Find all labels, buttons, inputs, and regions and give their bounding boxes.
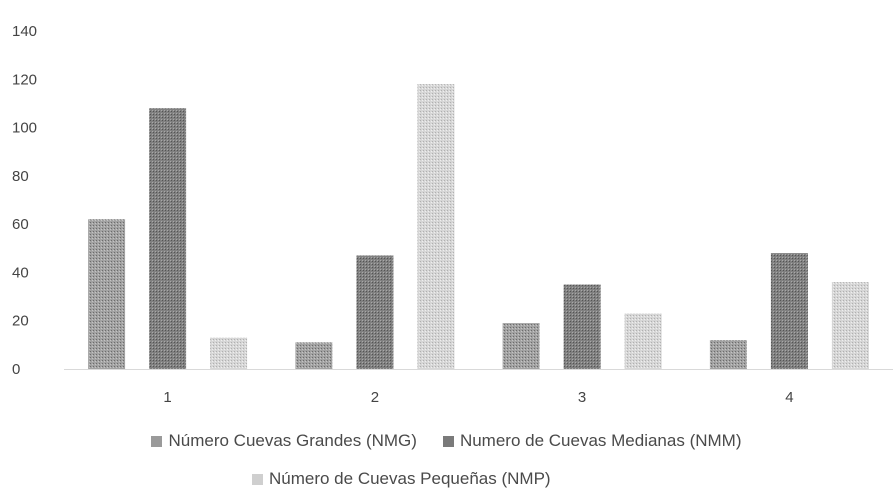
x-tick-label: 1 [163,389,171,406]
y-tick-label: 0 [12,361,20,378]
legend-swatch-nmg [151,435,163,447]
legend-label-nmm: Numero de Cuevas Medianas (NMM) [459,431,742,450]
y-tick-label: 80 [12,168,29,185]
legend-row-2: Número de Cuevas Pequeñas (NMP) [0,469,893,489]
y-tick-label: 120 [12,71,37,88]
bar-series-2-category-3 [563,284,601,369]
x-tick-label: 4 [785,389,793,406]
y-tick-label: 100 [12,120,37,137]
legend-label-nmp: Número de Cuevas Pequeñas (NMP) [269,469,551,488]
bar-series-3-category-3 [624,313,662,369]
y-tick-label: 60 [12,216,29,233]
x-axis-ticks: 1 2 3 4 [163,389,793,406]
bar-series-3-category-4 [831,282,869,369]
x-tick-label: 3 [578,389,586,406]
y-axis-ticks: 0 20 40 60 80 100 120 140 [12,23,37,378]
legend-item-nmm: Numero de Cuevas Medianas (NMM) [442,431,742,451]
legend-swatch-nmp [252,473,263,485]
bar-series-3-category-2 [417,84,455,369]
x-tick-label: 2 [371,389,379,406]
bar-series-1-category-3 [502,323,540,369]
y-tick-label: 140 [12,23,37,40]
bar-series-2-category-1 [149,108,187,370]
legend-label-nmg: Número Cuevas Grandes (NMG) [168,431,417,450]
bar-series-1-category-1 [88,219,126,369]
bar-series-1-category-2 [295,342,333,369]
bar-series-1-category-4 [709,340,747,369]
legend-item-nmp: Número de Cuevas Pequeñas (NMP) [252,469,551,489]
bars [88,84,869,370]
legend-swatch-nmm [442,435,454,447]
bar-series-2-category-2 [356,255,394,369]
y-tick-label: 20 [12,313,29,330]
bar-series-2-category-4 [770,253,808,369]
y-tick-label: 40 [12,264,29,281]
legend-item-nmg: Número Cuevas Grandes (NMG) [151,431,417,451]
legend-row-1: Número Cuevas Grandes (NMG) Numero de Cu… [0,431,893,451]
bar-series-3-category-1 [210,337,248,369]
